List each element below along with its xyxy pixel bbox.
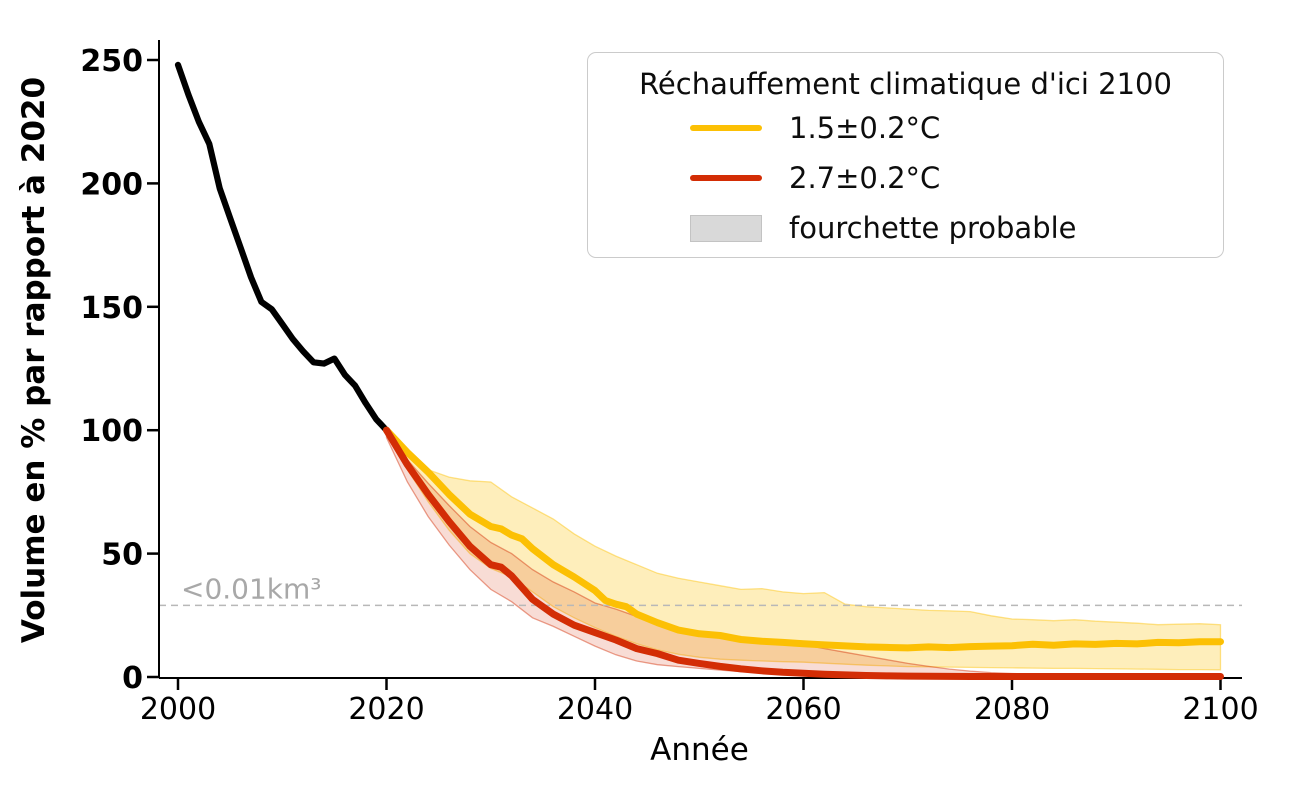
legend-patch-swatch-icon — [690, 214, 762, 242]
legend-label-warming-2-7: 2.7±0.2°C — [789, 161, 941, 195]
warming-1-5-line — [383, 426, 1224, 652]
y-tick-label: 100 — [80, 414, 143, 449]
legend-label-warming-1-5: 1.5±0.2°C — [789, 111, 941, 145]
x-tick-label: 2060 — [765, 692, 841, 727]
legend-item-warming-2-7: 2.7±0.2°C — [588, 153, 1223, 203]
y-tick-label: 0 — [122, 661, 143, 696]
y-tick-label: 250 — [80, 44, 143, 79]
x-tick-label: 2020 — [348, 692, 424, 727]
y-axis-label: Volume en % par rapport à 2020 — [16, 77, 52, 643]
y-tick-label: 50 — [101, 538, 143, 573]
x-tick-label: 2000 — [140, 692, 216, 727]
x-tick-label: 2080 — [974, 692, 1050, 727]
x-axis-label: Année — [650, 732, 749, 768]
threshold-annotation: <0.01km³ — [181, 572, 322, 605]
y-tick-label: 200 — [80, 167, 143, 202]
band-1-5-0-2-c — [385, 428, 1222, 671]
y-tick-label: 150 — [80, 291, 143, 326]
legend-label-likely-range: fourchette probable — [789, 211, 1077, 245]
legend: Réchauffement climatique d'ici 2100 1.5±… — [587, 52, 1224, 258]
legend-item-likely-range: fourchette probable — [588, 203, 1223, 253]
x-tick-label: 2100 — [1182, 692, 1258, 727]
warming-2-7-line — [383, 426, 1224, 680]
legend-title: Réchauffement climatique d'ici 2100 — [639, 67, 1172, 101]
legend-line-swatch-1-5-icon — [690, 125, 762, 131]
observed-line — [174, 61, 390, 434]
x-tick-label: 2040 — [557, 692, 633, 727]
legend-line-swatch-2-7-icon — [690, 175, 762, 181]
legend-item-warming-1-5: 1.5±0.2°C — [588, 103, 1223, 153]
